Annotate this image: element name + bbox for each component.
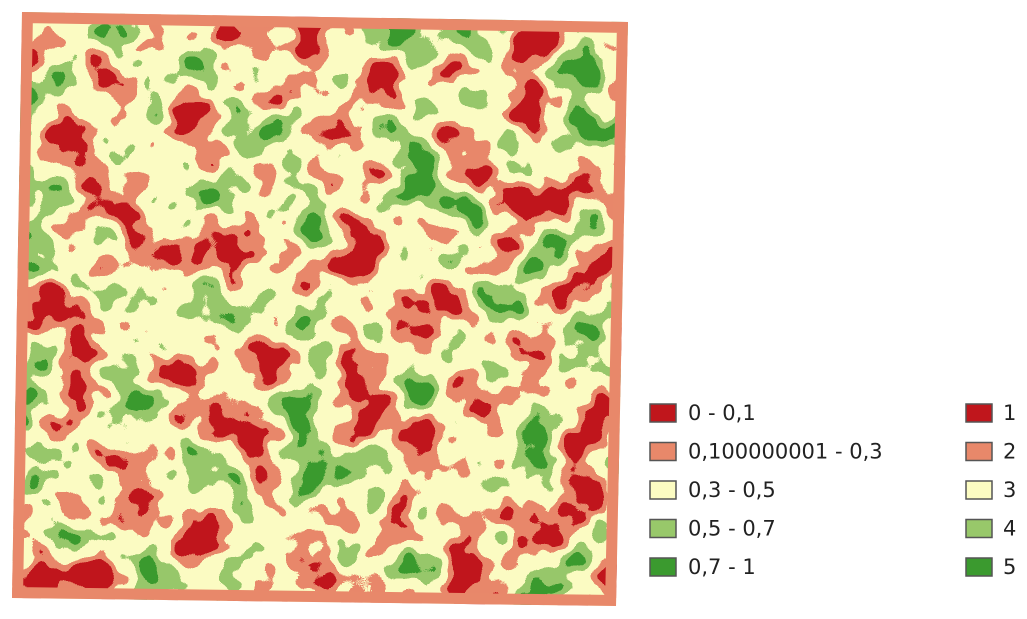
legend-swatch (965, 480, 993, 500)
legend-label: 2 (1003, 440, 1016, 464)
legend-swatch (649, 441, 677, 462)
legend-label: 0,100000001 - 0,3 (688, 440, 883, 464)
legend: 0 - 0,1 0,100000001 - 0,3 0,3 - 0,5 0,5 - 0… (649, 401, 1016, 579)
raster (12, 12, 628, 606)
legend-label: 1 (1003, 401, 1016, 425)
legend-label: 3 (1003, 478, 1016, 502)
legend-label: 0 - 0,1 (688, 401, 756, 425)
legend-swatch (965, 557, 993, 577)
legend-label: 0,7 - 1 (688, 555, 756, 579)
legend-swatch (649, 518, 677, 539)
legend-swatch (965, 518, 993, 539)
legend-swatch (965, 441, 993, 462)
legend-swatch (649, 403, 677, 423)
legend-label: 4 (1003, 517, 1016, 541)
legend-label: 0,3 - 0,5 (688, 478, 776, 502)
legend-swatch (965, 403, 993, 423)
legend-swatch (649, 557, 677, 577)
raster-cells (12, 12, 628, 606)
legend-label: 5 (1003, 555, 1016, 579)
legend-label: 0,5 - 0,7 (688, 517, 776, 541)
legend-swatch (649, 480, 677, 500)
